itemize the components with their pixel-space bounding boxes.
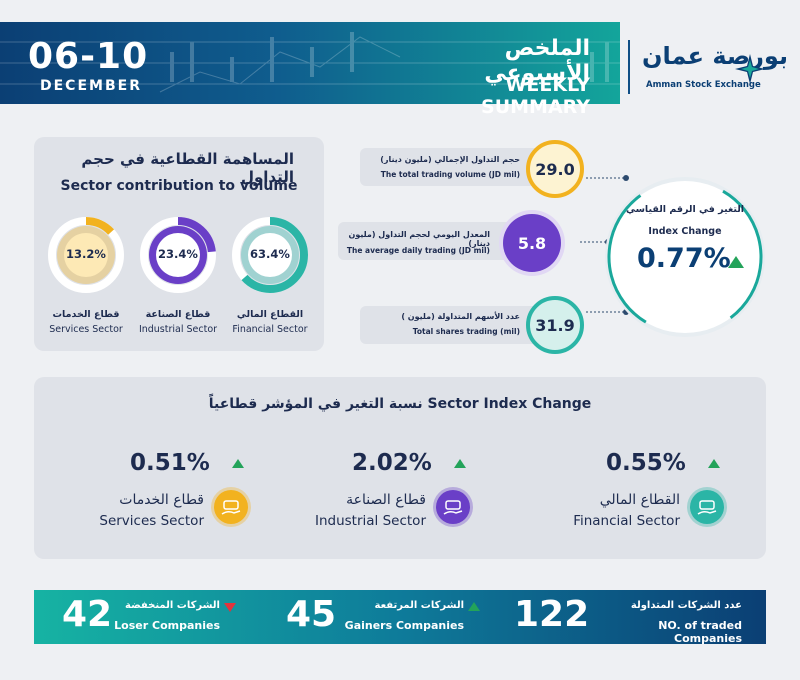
gainers-label-ar: الشركات المرتفعة xyxy=(374,600,464,611)
sector-contribution-name-ar: قطاع الصناعة xyxy=(145,309,211,320)
lightbulb-hand-icon xyxy=(214,490,248,524)
arrow-up-icon xyxy=(232,459,244,468)
arrow-up-icon xyxy=(708,459,720,468)
ring-arc xyxy=(232,217,308,293)
sector-contribution-title-ar: المساهمة القطاعية في حجم التداول xyxy=(81,150,294,186)
sector-contribution-name-en: Services Sector xyxy=(49,324,123,335)
losers-label-en: Loser Companies xyxy=(114,619,220,632)
sector-contribution-value: 23.4% xyxy=(158,247,198,261)
ring-center xyxy=(64,233,108,277)
total-volume-label-ar: حجم التداول الإجمالي (مليون دينار) xyxy=(380,155,520,164)
total-shares-label-en: Total shares trading (mil) xyxy=(412,327,520,336)
sector-contribution-name-en: Financial Sector xyxy=(232,324,308,335)
losers-count: 42 xyxy=(62,594,113,635)
index-change-label-ar: التغير في الرقم القياسي xyxy=(625,204,745,215)
ring-arc xyxy=(140,217,216,293)
sector-contribution-name-ar: قطاع الخدمات xyxy=(52,309,120,320)
average-daily-label-ar: المعدل اليومي لحجم التداول (مليون دينار) xyxy=(348,230,490,248)
sector-index-name-en: Financial Sector xyxy=(573,513,680,529)
arrow-up-icon xyxy=(454,459,466,468)
ring-arc xyxy=(48,217,124,293)
traded-companies-label-ar: عدد الشركات المتداولة xyxy=(630,600,742,611)
sector-contribution-value: 63.4% xyxy=(250,247,290,261)
sector-contribution-value: 13.2% xyxy=(66,247,106,261)
total-shares-label-ar: عدد الأسهم المتداولة (مليون ) xyxy=(401,312,520,321)
sector-index-value: 0.51% xyxy=(130,450,210,476)
title-english: WEEKLY SUMMARY xyxy=(481,74,590,118)
gainers-label-en: Gainers Companies xyxy=(344,619,464,632)
sector-contribution-name-en: Industrial Sector xyxy=(138,324,218,335)
index-change-ring xyxy=(607,179,763,335)
sector-index-name-en: Services Sector xyxy=(99,513,204,529)
arrow-up-icon xyxy=(468,602,480,611)
losers-label-ar: الشركات المنخفضة xyxy=(125,600,220,611)
title-arabic: الملخص الأسبوعي xyxy=(484,36,590,86)
average-daily-label-en: The average daily trading (JD mil) xyxy=(346,246,490,255)
sector-index-change-title: نسبة التغير في المؤشر قطاعياً Sector Ind… xyxy=(208,396,592,412)
sector-ring xyxy=(48,217,124,293)
sector-index-name-ar: قطاع الصناعة xyxy=(346,492,426,508)
total-shares-value: 31.9 xyxy=(526,296,584,354)
ase-star-icon xyxy=(735,54,765,84)
sector-index-value: 0.55% xyxy=(606,450,686,476)
traded-companies-count: 122 xyxy=(514,594,590,635)
stat-card-total-shares xyxy=(360,306,550,344)
footer-bar xyxy=(34,590,766,644)
logo-english: Amman Stock Exchange xyxy=(646,80,761,90)
total-volume-label-en: The total trading volume (JD mil) xyxy=(380,170,520,179)
index-change-label-en: Index Change xyxy=(648,226,722,237)
stat-card-average-daily xyxy=(338,222,528,260)
index-change-value: 0.77% xyxy=(637,243,731,274)
sector-contribution-title-en: Sector contribution to volume xyxy=(60,178,298,194)
arrow-up-icon xyxy=(728,256,744,268)
ring-center xyxy=(248,233,292,277)
logo-divider xyxy=(628,40,630,94)
sector-index-name-ar: القطاع المالي xyxy=(599,492,680,508)
sector-index-value: 2.02% xyxy=(352,450,432,476)
sector-contribution-name-ar: القطاع المالي xyxy=(236,309,304,320)
sector-ring xyxy=(232,217,308,293)
sector-ring xyxy=(140,217,216,293)
date-range: 06-10 xyxy=(28,36,149,77)
sector-index-change-panel xyxy=(34,377,766,559)
sector-index-name-en: Industrial Sector xyxy=(314,513,426,529)
month-label: DECEMBER xyxy=(40,78,142,94)
candlestick-background xyxy=(0,32,620,93)
traded-companies-label-en: NO. of traded Companies xyxy=(658,619,742,645)
logo-arabic: بورصة عمان xyxy=(642,42,788,70)
sector-index-name-ar: قطاع الخدمات xyxy=(119,492,204,508)
average-daily-value: 5.8 xyxy=(503,214,561,272)
total-volume-value: 29.0 xyxy=(526,140,584,198)
ring-center xyxy=(156,233,200,277)
arrow-down-icon xyxy=(224,603,236,612)
gainers-count: 45 xyxy=(286,594,337,635)
stat-card-total-volume xyxy=(360,148,550,186)
gear-hand-icon xyxy=(436,490,470,524)
money-hand-icon xyxy=(690,490,724,524)
header-banner xyxy=(0,22,620,104)
